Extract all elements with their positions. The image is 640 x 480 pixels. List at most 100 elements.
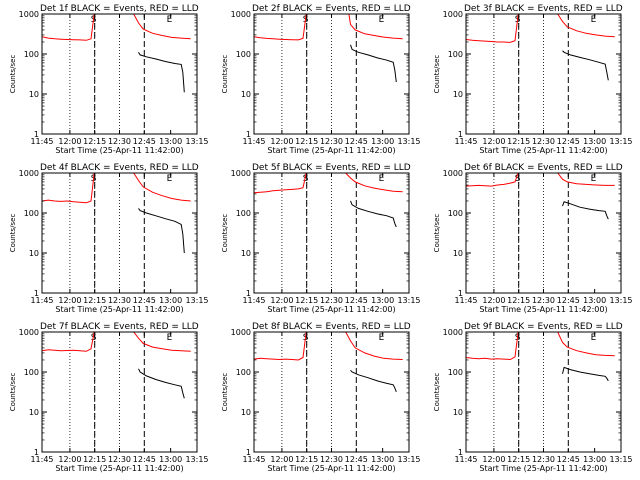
y-tick-label: 1000	[443, 328, 463, 337]
x-tick-label: 12:45	[345, 296, 368, 305]
x-tick-label: 12:00	[58, 137, 81, 146]
series-lld-line	[466, 14, 615, 43]
x-tick-label: 11:45	[454, 455, 477, 464]
series-lld-line	[466, 332, 615, 361]
y-tick-label: 10	[453, 408, 463, 417]
series-events-line	[562, 50, 609, 81]
x-tick-label: 13:00	[583, 455, 606, 464]
y-tick-label: 100	[24, 50, 39, 59]
x-tick-label: 12:15	[83, 137, 106, 146]
marker-label-s: S	[91, 333, 97, 343]
y-axis-label: Counts/sec	[433, 55, 441, 94]
marker-label-e: E	[167, 174, 173, 184]
marker-label-e: E	[379, 333, 385, 343]
y-tick-label: 100	[448, 368, 463, 377]
x-tick-label: 13:00	[371, 455, 394, 464]
panel-title: Det 6f BLACK = Events, RED = LLD	[464, 163, 623, 173]
x-tick-label: 11:45	[30, 455, 53, 464]
panel-title: Det 4f BLACK = Events, RED = LLD	[40, 163, 199, 173]
x-axis-label: Start Time (25-Apr-11 11:42:00)	[55, 464, 183, 473]
x-axis-label: Start Time (25-Apr-11 11:42:00)	[479, 305, 607, 314]
x-tick-label: 12:00	[270, 296, 293, 305]
x-tick-label: 13:15	[185, 137, 208, 146]
y-axis-label: Counts/sec	[221, 214, 229, 253]
y-tick-label: 1	[246, 289, 251, 298]
x-tick-label: 13:15	[397, 455, 420, 464]
y-tick-label: 1	[34, 448, 39, 457]
y-tick-label: 1000	[19, 328, 39, 337]
y-tick-label: 100	[236, 209, 251, 218]
y-tick-label: 100	[24, 209, 39, 218]
x-tick-label: 12:45	[345, 455, 368, 464]
x-tick-label: 13:15	[609, 137, 632, 146]
y-tick-label: 10	[241, 408, 251, 417]
x-tick-label: 12:15	[295, 137, 318, 146]
x-tick-label: 13:00	[159, 296, 182, 305]
marker-label-e: E	[591, 174, 597, 184]
y-axis-label: Counts/sec	[9, 55, 17, 94]
series-events-line	[350, 369, 397, 392]
x-tick-label: 13:15	[185, 296, 208, 305]
series-lld-line	[466, 173, 615, 187]
y-tick-label: 100	[236, 50, 251, 59]
marker-label-e: E	[591, 333, 597, 343]
series-events-line	[350, 200, 397, 228]
y-tick-label: 1	[458, 130, 463, 139]
marker-label-e: E	[379, 15, 385, 25]
series-lld-line	[254, 332, 403, 361]
x-axis-label: Start Time (25-Apr-11 11:42:00)	[267, 146, 395, 155]
x-tick-label: 13:15	[397, 137, 420, 146]
x-tick-label: 13:00	[159, 137, 182, 146]
marker-label-s: S	[303, 174, 309, 184]
x-tick-label: 12:00	[482, 296, 505, 305]
x-tick-label: 12:30	[320, 455, 343, 464]
x-tick-label: 12:15	[83, 296, 106, 305]
y-tick-label: 100	[448, 209, 463, 218]
x-tick-label: 12:30	[108, 455, 131, 464]
x-tick-label: 12:15	[295, 296, 318, 305]
x-tick-label: 12:15	[507, 296, 530, 305]
x-tick-label: 11:45	[30, 137, 53, 146]
y-tick-label: 1000	[231, 10, 251, 19]
series-events-line	[350, 44, 397, 83]
marker-label-e: E	[379, 174, 385, 184]
series-lld-line	[254, 173, 403, 194]
x-tick-label: 12:45	[133, 137, 156, 146]
y-tick-label: 10	[29, 408, 39, 417]
series-lld-line	[42, 14, 191, 41]
x-tick-label: 12:00	[58, 455, 81, 464]
x-tick-label: 11:45	[454, 296, 477, 305]
panel-title: Det 9f BLACK = Events, RED = LLD	[464, 322, 623, 332]
x-tick-label: 13:15	[609, 296, 632, 305]
y-axis-label: Counts/sec	[433, 373, 441, 412]
x-tick-label: 12:45	[557, 137, 580, 146]
x-axis-label: Start Time (25-Apr-11 11:42:00)	[267, 464, 395, 473]
x-tick-label: 12:00	[270, 455, 293, 464]
y-tick-label: 1	[34, 130, 39, 139]
panel-title: Det 2f BLACK = Events, RED = LLD	[252, 4, 411, 14]
marker-label-e: E	[167, 15, 173, 25]
x-tick-label: 11:45	[242, 455, 265, 464]
y-tick-label: 1	[246, 448, 251, 457]
marker-label-e: E	[167, 333, 173, 343]
x-tick-label: 13:00	[371, 296, 394, 305]
y-axis-label: Counts/sec	[221, 55, 229, 94]
x-axis-label: Start Time (25-Apr-11 11:42:00)	[267, 305, 395, 314]
x-tick-label: 12:45	[133, 455, 156, 464]
y-tick-label: 1000	[231, 328, 251, 337]
x-tick-label: 12:00	[482, 137, 505, 146]
x-tick-label: 13:15	[609, 455, 632, 464]
x-tick-label: 12:30	[532, 137, 555, 146]
panel-title: Det 5f BLACK = Events, RED = LLD	[252, 163, 411, 173]
y-tick-label: 10	[453, 249, 463, 258]
y-tick-label: 10	[29, 249, 39, 258]
y-tick-label: 1000	[443, 10, 463, 19]
x-tick-label: 12:15	[295, 455, 318, 464]
y-tick-label: 1000	[443, 169, 463, 178]
x-tick-label: 12:15	[507, 137, 530, 146]
x-axis-label: Start Time (25-Apr-11 11:42:00)	[55, 305, 183, 314]
